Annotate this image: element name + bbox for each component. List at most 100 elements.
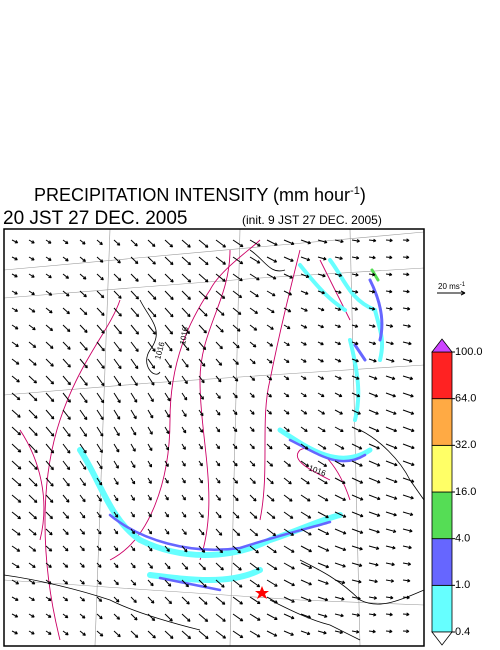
wind-arrow <box>402 595 410 600</box>
wind-arrow <box>266 256 278 263</box>
wind-arrow <box>266 528 277 537</box>
wind-arrow <box>181 256 192 266</box>
wind-arrow <box>368 511 381 517</box>
wind-arrow <box>164 392 171 402</box>
wind-arrow <box>147 579 154 587</box>
wind-arrow <box>113 528 119 535</box>
wind-arrow <box>181 528 187 536</box>
wind-arrow <box>249 460 256 467</box>
wind-arrow <box>300 460 310 467</box>
wind-arrow <box>96 290 105 299</box>
wind-arrow <box>385 341 394 346</box>
wind-arrow <box>181 392 188 401</box>
wind-arrow <box>300 307 308 312</box>
wind-arrow <box>283 443 291 450</box>
wind-arrow <box>215 630 227 639</box>
wind-arrow <box>300 392 307 398</box>
wind-arrow <box>317 460 328 467</box>
wind-arrow <box>385 528 397 533</box>
wind-arrow <box>79 392 88 404</box>
wind-arrow <box>62 528 69 536</box>
wind-arrow <box>164 256 174 266</box>
wind-arrow <box>385 545 396 550</box>
wind-arrow <box>300 239 311 245</box>
wind-arrow <box>62 443 71 454</box>
wind-arrow <box>198 494 204 501</box>
wind-arrow <box>385 595 394 600</box>
wind-arrow <box>79 511 86 519</box>
wind-arrow <box>28 579 36 585</box>
wind-arrow <box>232 375 239 382</box>
wind-arrow <box>402 358 413 363</box>
wind-arrow <box>249 630 261 638</box>
wind-arrow <box>266 358 273 364</box>
wind-arrow <box>215 596 226 605</box>
wind-arrow <box>283 494 293 502</box>
wind-arrow <box>232 256 244 265</box>
wind-arrow <box>79 545 85 552</box>
wind-arrow <box>266 630 278 637</box>
wind-arrow <box>283 460 292 467</box>
wind-arrow <box>147 426 153 435</box>
wind-arrow <box>351 341 359 346</box>
wind-arrow <box>181 630 192 640</box>
wind-arrow <box>351 494 364 501</box>
wind-arrow <box>62 562 69 568</box>
wind-arrow <box>317 324 325 329</box>
wind-arrow <box>96 409 104 421</box>
wind-arrow <box>11 392 21 401</box>
wind-arrow <box>79 613 86 619</box>
wind-arrow <box>368 460 381 467</box>
wind-arrow <box>164 307 174 318</box>
wind-arrow <box>215 239 226 248</box>
wind-arrow <box>249 579 261 588</box>
wind-arrow <box>368 358 377 363</box>
wind-arrow <box>317 511 329 519</box>
wind-arrow <box>385 629 393 634</box>
wind-arrow <box>130 358 139 370</box>
wind-arrow <box>215 375 222 383</box>
wind-arrow <box>317 630 327 635</box>
wind-arrow <box>368 272 376 277</box>
wind-arrow <box>11 494 22 503</box>
wind-arrow <box>11 562 20 569</box>
wind-arrow <box>164 579 172 587</box>
wind-arrow <box>283 511 294 519</box>
wind-arrow <box>147 307 157 318</box>
graticule <box>3 228 425 647</box>
wind-arrow <box>164 562 171 570</box>
wind-arrow <box>113 273 122 282</box>
wind-arrow <box>11 409 21 418</box>
wind-arrow <box>147 596 155 604</box>
wind-arrow <box>130 562 136 569</box>
wind-arrow <box>249 324 258 331</box>
wind-arrow <box>198 579 207 588</box>
wind-arrow <box>96 375 105 387</box>
wind-arrow <box>113 443 120 453</box>
wind-arrow <box>11 273 18 278</box>
wind-arrow <box>385 426 398 433</box>
wind-arrow <box>79 630 86 636</box>
wind-arrow <box>164 409 170 418</box>
wind-arrow <box>249 426 255 432</box>
wind-arrow <box>351 426 362 433</box>
wind-arrow <box>96 630 104 637</box>
wind-arrow <box>232 528 241 537</box>
wind-arrow <box>11 477 22 487</box>
wind-arrow <box>351 255 360 260</box>
wind-arrow <box>334 392 343 398</box>
wind-arrow <box>249 392 255 398</box>
wind-arrow <box>317 613 328 618</box>
wind-arrow <box>130 528 136 535</box>
wind-arrow <box>96 273 104 281</box>
wind-arrow <box>232 579 243 588</box>
wind-arrow <box>147 324 157 335</box>
map-bg <box>4 229 424 646</box>
wind-arrow <box>351 324 359 328</box>
wind-arrow <box>232 273 243 282</box>
wind-arrow <box>266 596 278 604</box>
colorbar-bin <box>431 351 453 400</box>
wind-arrow <box>300 562 313 569</box>
wind-arrow <box>79 375 88 386</box>
